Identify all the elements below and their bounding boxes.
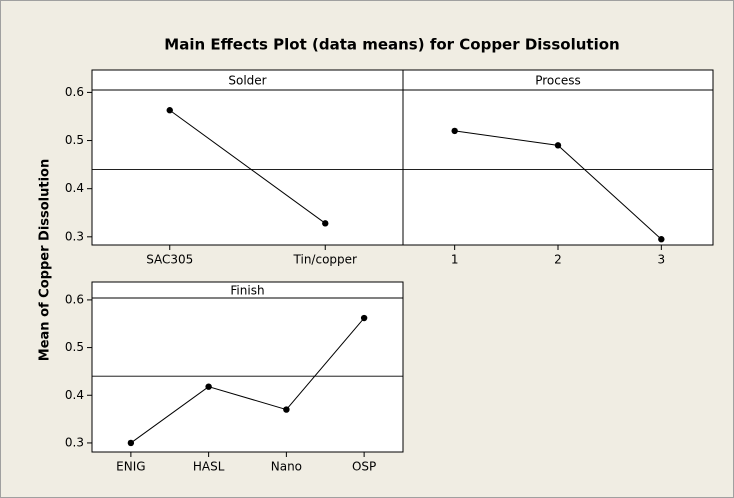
point	[360, 314, 368, 322]
x-tick-label: Nano	[271, 460, 302, 474]
x-tick-label: OSP	[352, 460, 376, 474]
panel	[91, 281, 404, 453]
effect-line	[169, 109, 326, 224]
point	[205, 383, 212, 390]
panel	[402, 69, 714, 246]
x-tick-label: SAC305	[146, 253, 193, 267]
y-tick-label: 0.3	[65, 229, 84, 243]
y-tick-label: 0.6	[65, 292, 84, 306]
y-tick-label: 0.5	[65, 133, 84, 147]
x-tick-label: 2	[554, 253, 562, 267]
y-tick-label: 0.6	[65, 85, 84, 99]
point	[127, 439, 135, 447]
panel-title: Process	[535, 74, 581, 88]
point	[283, 406, 290, 413]
point	[658, 236, 665, 243]
panel-header	[91, 281, 404, 299]
panel-title: Finish	[230, 284, 264, 298]
effect-line	[130, 317, 365, 444]
panel	[91, 69, 404, 246]
point	[166, 107, 173, 114]
point	[322, 220, 329, 227]
point	[451, 127, 458, 135]
y-tick-label: 0.4	[65, 181, 84, 195]
x-tick-label: 3	[658, 253, 666, 267]
x-tick-label: 1	[451, 253, 459, 267]
y-tick-label: 0.5	[65, 340, 84, 354]
y-tick-label: 0.4	[65, 388, 84, 402]
chart-title: Main Effects Plot (data means) for Coppe…	[164, 36, 619, 54]
y-axis-label: Mean of Copper Dissolution	[38, 159, 53, 361]
x-tick-label: HASL	[193, 460, 225, 474]
y-tick-label: 0.3	[65, 435, 84, 449]
panel-title: Solder	[228, 74, 266, 88]
point	[554, 142, 562, 149]
x-tick-label: Tin/copper	[293, 253, 358, 267]
x-tick-label: ENIG	[116, 460, 145, 474]
panel-header	[402, 69, 714, 91]
